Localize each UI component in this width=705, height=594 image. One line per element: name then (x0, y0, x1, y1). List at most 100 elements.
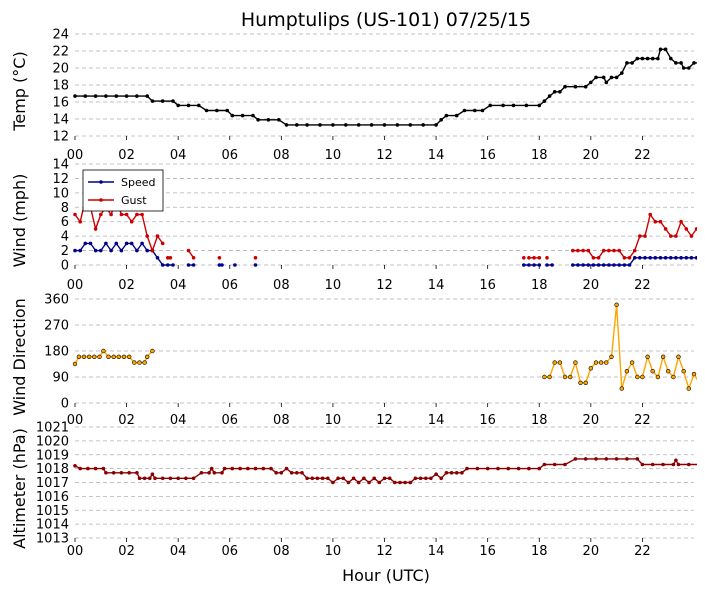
data-point (625, 61, 629, 65)
data-point (191, 263, 196, 267)
y-tick-label: 1020 (36, 434, 69, 449)
data-point (679, 219, 683, 224)
data-point (93, 94, 98, 98)
data-point (320, 476, 325, 481)
y-tick-label: 90 (52, 371, 69, 386)
y-tick-label: 0 (61, 397, 69, 412)
data-point (318, 123, 322, 127)
data-point (488, 103, 493, 108)
data-point (581, 248, 585, 253)
data-point (403, 480, 407, 485)
y-tick-label: 14 (52, 113, 69, 128)
data-point (532, 263, 536, 267)
y-tick-label: 1016 (36, 490, 69, 505)
y-axis-label: Temp (°C) (10, 51, 29, 131)
data-point (635, 56, 640, 61)
data-point (640, 56, 645, 61)
x-tick-label: 16 (479, 413, 496, 428)
data-point (601, 75, 606, 80)
data-point (284, 466, 289, 471)
data-point (93, 466, 98, 471)
data-point (674, 255, 678, 260)
data-point (581, 263, 585, 267)
data-point (168, 255, 173, 260)
data-point (542, 374, 547, 380)
y-tick-label: 1015 (36, 504, 69, 519)
data-point (598, 360, 604, 365)
x-tick-label: 02 (118, 544, 135, 559)
data-point (114, 241, 119, 246)
data-point (377, 480, 382, 485)
data-point (632, 248, 637, 253)
data-point (160, 241, 165, 246)
data-point (586, 248, 591, 253)
x-tick-label: 14 (428, 544, 445, 559)
data-point (135, 470, 139, 475)
y-tick-label: 1021 (36, 421, 69, 436)
data-point (622, 255, 627, 260)
data-point (583, 457, 588, 461)
data-point (289, 470, 294, 475)
legend-box (82, 169, 164, 212)
data-point (331, 480, 335, 485)
x-tick-label: 12 (376, 278, 393, 293)
data-point (240, 113, 245, 118)
data-point (624, 369, 630, 374)
data-point (637, 255, 642, 260)
data-point (294, 470, 299, 475)
data-point (418, 476, 423, 481)
data-point (681, 369, 686, 374)
data-point (408, 480, 413, 485)
data-point (191, 476, 196, 481)
data-point (434, 123, 438, 127)
data-point (109, 212, 113, 217)
data-point (537, 103, 542, 108)
data-point (567, 374, 573, 380)
data-point (97, 354, 102, 359)
data-point (176, 476, 180, 481)
legend-label: Speed (121, 176, 155, 189)
data-point (660, 354, 666, 359)
data-point (547, 374, 552, 380)
data-point (686, 462, 691, 467)
data-point (612, 263, 616, 267)
data-point (684, 227, 689, 231)
x-tick-label: 04 (170, 413, 187, 428)
data-point (294, 123, 299, 127)
data-point (137, 360, 142, 365)
data-point (663, 255, 668, 260)
data-point (593, 360, 599, 365)
data-point (230, 113, 235, 118)
y-tick-label: 14 (52, 158, 69, 173)
data-point (640, 462, 645, 467)
data-point (583, 84, 588, 89)
data-point (145, 94, 149, 98)
data-point (501, 103, 505, 108)
data-point (73, 248, 77, 253)
data-point (336, 476, 340, 481)
data-point (72, 361, 78, 367)
data-point (700, 256, 703, 259)
data-point (398, 480, 402, 485)
data-point (596, 263, 601, 267)
x-tick-label: 14 (428, 413, 445, 428)
data-point (346, 480, 351, 485)
data-point (604, 360, 609, 365)
data-point (261, 466, 266, 471)
data-point (372, 476, 377, 481)
data-point (310, 476, 315, 481)
data-point (199, 470, 204, 475)
y-tick-label: 1018 (36, 462, 69, 477)
data-point (557, 360, 563, 365)
data-point (132, 360, 137, 365)
data-point (686, 386, 691, 391)
x-tick-label: 20 (583, 278, 600, 293)
data-point (668, 56, 673, 61)
data-point (640, 374, 645, 380)
data-point (661, 462, 665, 467)
legend: Speed Gust (82, 169, 164, 212)
data-point (697, 381, 701, 385)
y-tick-label: 16 (52, 96, 69, 111)
data-point (382, 476, 387, 481)
